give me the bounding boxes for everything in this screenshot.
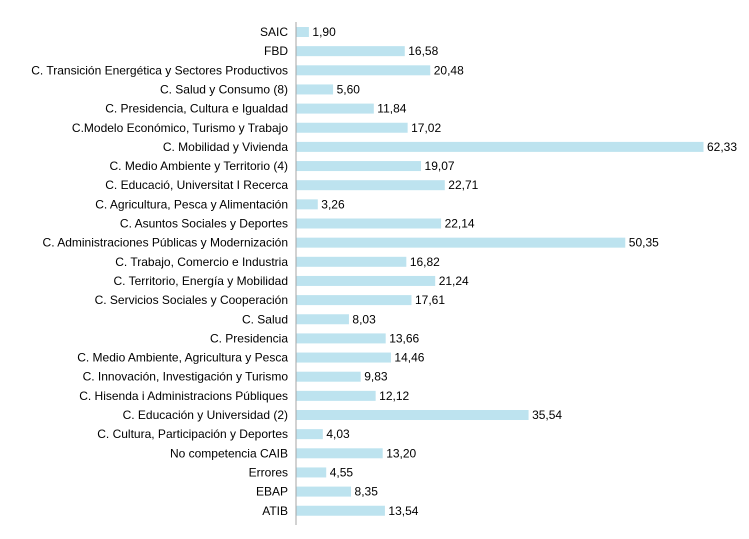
bar-9 — [296, 199, 318, 210]
category-label-25: ATIB — [262, 504, 288, 518]
bar-14 — [296, 295, 412, 306]
category-label-12: C. Trabajo, Comercio e Industria — [115, 255, 288, 269]
category-label-19: C. Hisenda i Administracions Públiques — [79, 389, 288, 403]
category-label-2: C. Transición Energética y Sectores Prod… — [31, 63, 288, 77]
value-label-18: 9,83 — [364, 370, 388, 384]
bar-7 — [296, 161, 422, 172]
bar-5 — [296, 122, 408, 133]
value-label-24: 8,35 — [355, 485, 379, 499]
category-label-15: C. Salud — [242, 312, 288, 326]
bar-12 — [296, 256, 407, 267]
category-label-21: C. Cultura, Participación y Deportes — [97, 427, 288, 441]
bar-25 — [296, 505, 385, 516]
category-label-9: C. Agricultura, Pesca y Alimentación — [95, 197, 288, 211]
value-label-1: 16,58 — [408, 44, 438, 58]
bar-8 — [296, 180, 445, 191]
category-label-18: C. Innovación, Investigación y Turismo — [83, 370, 289, 384]
bar-4 — [296, 103, 374, 114]
category-label-1: FBD — [264, 44, 288, 58]
value-label-3: 5,60 — [337, 82, 361, 96]
value-label-20: 35,54 — [532, 408, 562, 422]
value-label-16: 13,66 — [389, 331, 419, 345]
bar-19 — [296, 390, 376, 401]
category-label-17: C. Medio Ambiente, Agricultura y Pesca — [77, 351, 288, 365]
category-label-23: Errores — [249, 465, 288, 479]
bar-10 — [296, 218, 442, 229]
category-label-6: C. Mobilidad y Vivienda — [163, 140, 289, 154]
category-label-8: C. Educació, Universitat I Recerca — [105, 178, 288, 192]
bar-17 — [296, 352, 391, 363]
value-label-2: 20,48 — [434, 63, 464, 77]
value-labels-group: 1,90 16,58 20,48 5,60 11,84 17,02 62,33 19,07 22… — [312, 25, 737, 518]
category-labels-group: SAIC FBD C. Transición Energética y Sector… — [31, 25, 288, 518]
category-label-24: EBAP — [256, 485, 288, 499]
value-label-19: 12,12 — [379, 389, 409, 403]
bar-20 — [296, 410, 529, 420]
value-label-23: 4,55 — [330, 465, 354, 479]
bars-group — [296, 27, 704, 516]
value-label-6: 62,33 — [707, 140, 737, 154]
bar-11 — [296, 237, 626, 248]
value-label-13: 21,24 — [439, 274, 469, 288]
value-label-7: 19,07 — [425, 159, 455, 173]
bar-24 — [296, 486, 352, 497]
bar-13 — [296, 275, 436, 286]
value-label-10: 22,14 — [445, 217, 475, 231]
value-label-0: 1,90 — [312, 25, 336, 39]
bar-3 — [296, 84, 334, 95]
bar-0 — [296, 27, 309, 37]
bar-6 — [296, 141, 704, 152]
value-label-17: 14,46 — [394, 351, 424, 365]
category-label-3: C. Salud y Consumo (8) — [160, 82, 288, 96]
category-label-20: C. Educación y Universidad (2) — [123, 408, 288, 422]
category-label-13: C. Territorio, Energía y Mobilidad — [113, 274, 288, 288]
value-label-15: 8,03 — [352, 312, 376, 326]
value-label-14: 17,61 — [415, 293, 445, 307]
value-label-9: 3,26 — [321, 197, 345, 211]
category-label-7: C. Medio Ambiente y Territorio (4) — [109, 159, 288, 173]
category-label-10: C. Asuntos Sociales y Deportes — [120, 217, 288, 231]
bar-21 — [296, 429, 323, 440]
value-label-8: 22,71 — [448, 178, 478, 192]
value-label-22: 13,20 — [386, 446, 416, 460]
bar-2 — [296, 65, 431, 76]
category-label-22: No competencia CAIB — [170, 446, 288, 460]
value-label-12: 16,82 — [410, 255, 440, 269]
value-label-21: 4,03 — [326, 427, 350, 441]
category-label-0: SAIC — [260, 25, 288, 39]
bar-23 — [296, 467, 327, 478]
category-label-4: C. Presidencia, Cultura e Igualdad — [105, 102, 288, 116]
category-label-5: C.Modelo Económico, Turismo y Trabajo — [72, 121, 288, 135]
bar-16 — [296, 333, 386, 344]
category-label-16: C. Presidencia — [210, 331, 288, 345]
value-label-11: 50,35 — [629, 236, 659, 250]
bar-15 — [296, 314, 349, 325]
bar-18 — [296, 371, 361, 382]
value-label-25: 13,54 — [388, 504, 418, 518]
category-label-11: C. Administraciones Públicas y Moderniza… — [43, 236, 288, 250]
value-label-4: 11,84 — [377, 102, 406, 116]
value-label-5: 17,02 — [411, 121, 441, 135]
bar-22 — [296, 448, 383, 459]
bar-1 — [296, 46, 405, 57]
category-label-14: C. Servicios Sociales y Cooperación — [95, 293, 288, 307]
